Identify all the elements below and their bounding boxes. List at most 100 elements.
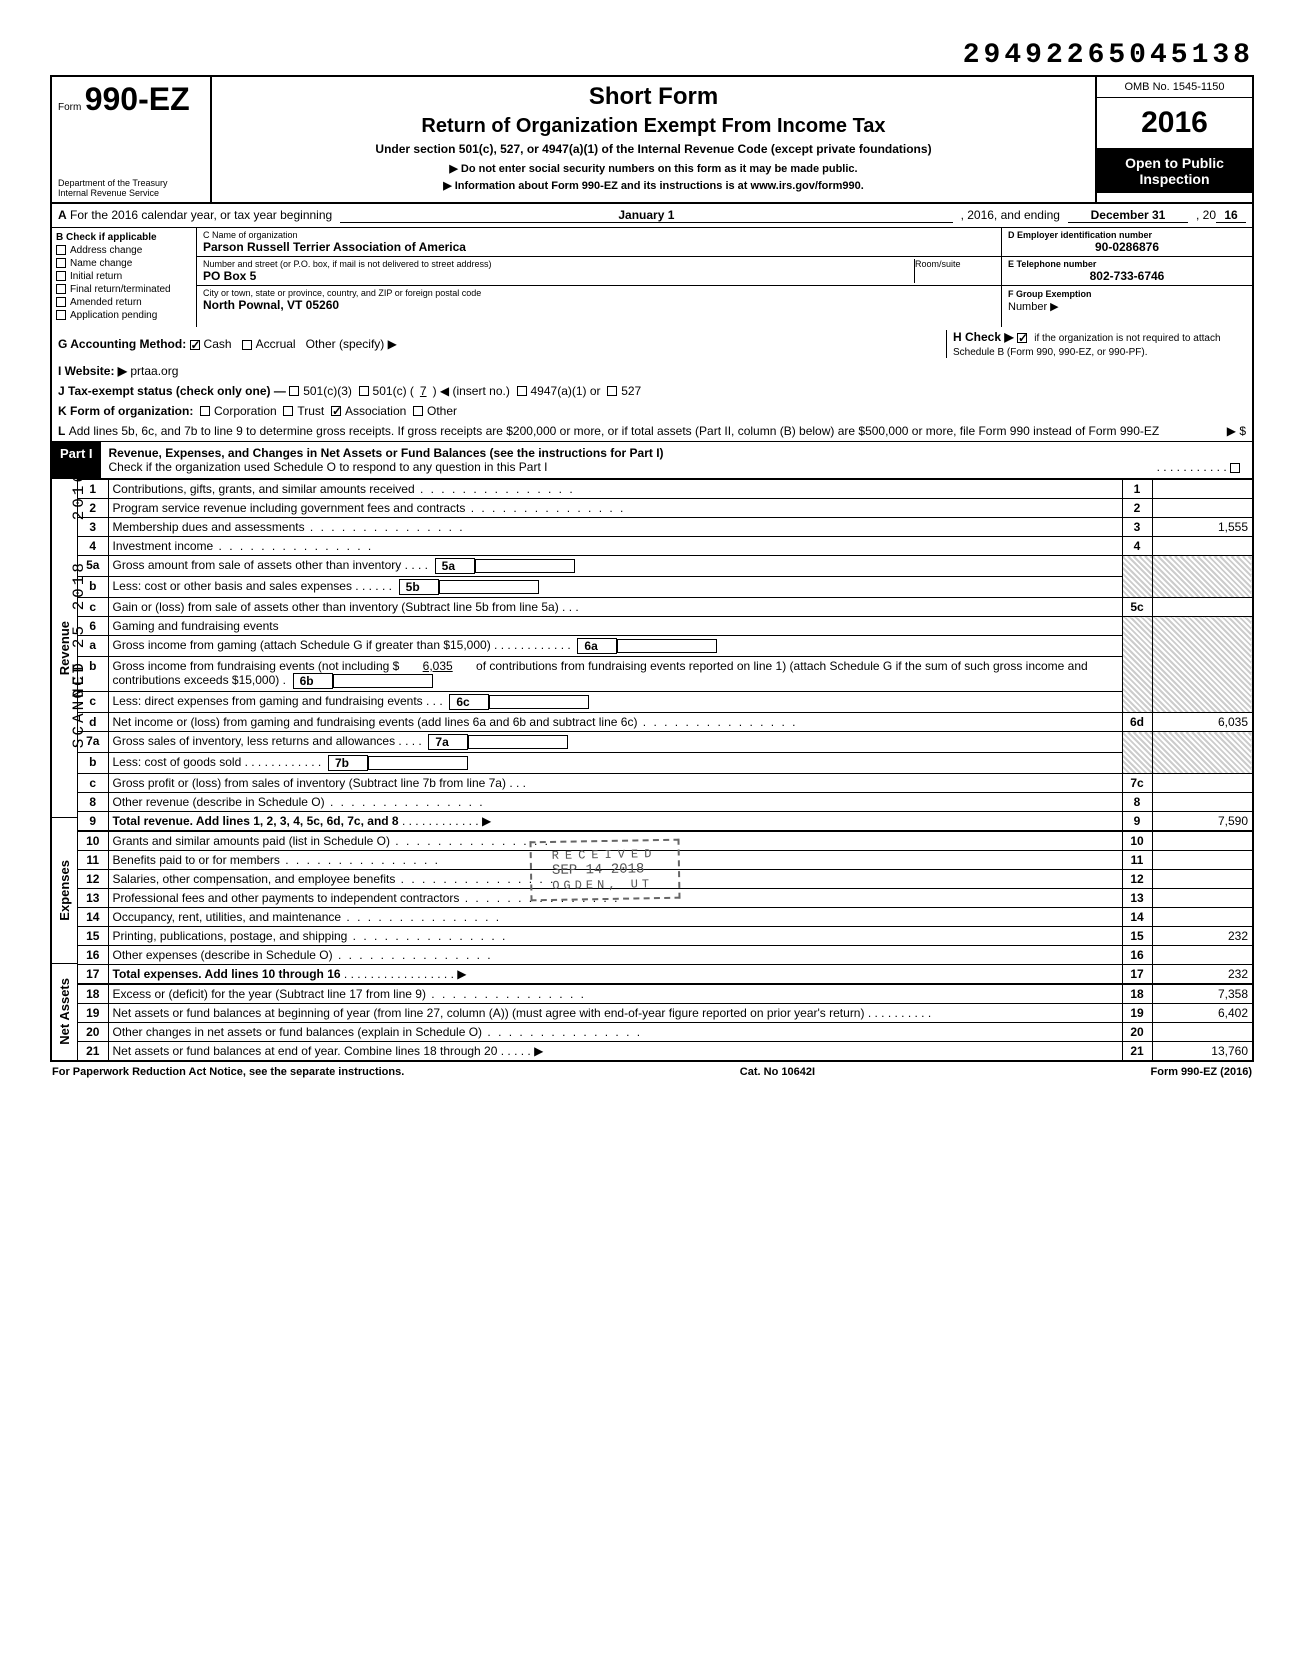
chk-address[interactable] [56,245,66,255]
line-6: 6Gaming and fundraising events [78,617,1252,636]
lbl-corp: Corporation [214,404,277,418]
lbl-other-method: Other (specify) ▶ [306,337,397,351]
chk-cash[interactable] [190,340,200,350]
chk-501c3[interactable] [289,386,299,396]
rowg-label: G Accounting Method: [58,337,186,351]
rowh-label: H Check ▶ [953,330,1014,344]
received-stamp: RECEIVED SEP 14 2018 OGDEN, UT [529,839,680,902]
chk-4947[interactable] [517,386,527,396]
footer-left: For Paperwork Reduction Act Notice, see … [52,1066,404,1078]
chk-other-org[interactable] [413,406,423,416]
open-public-badge: Open to Public Inspection [1097,149,1252,193]
row-l: L Add lines 5b, 6c, and 7b to line 9 to … [50,421,1254,442]
row-a-mid: , 2016, and ending [961,208,1060,223]
row-a-label: A [58,208,67,223]
line-5a: 5aGross amount from sale of assets other… [78,556,1252,577]
row-j: J Tax-exempt status (check only one) — 5… [50,381,1254,401]
chk-accrual[interactable] [242,340,252,350]
lbl-name: Name change [70,258,132,269]
chk-501c[interactable] [359,386,369,396]
rowl-label: L [58,424,65,438]
lbl-initial: Initial return [70,271,122,282]
main-table: Revenue Expenses Net Assets 1Contributio… [50,479,1254,1062]
part1-title: Revenue, Expenses, and Changes in Net As… [109,446,664,460]
return-title: Return of Organization Exempt From Incom… [222,115,1085,138]
form-prefix: Form [58,102,81,113]
chk-part1-schedo[interactable] [1230,463,1240,473]
lbl-trust: Trust [297,404,324,418]
rowi-label: I Website: ▶ [58,364,127,378]
section-revenue: Revenue [55,617,74,679]
line-9: 9Total revenue. Add lines 1, 2, 3, 4, 5c… [78,812,1252,832]
chk-corp[interactable] [200,406,210,416]
line-1: 1Contributions, gifts, grants, and simil… [78,480,1252,499]
year-end-month: December 31 [1068,208,1188,223]
chk-amended[interactable] [56,297,66,307]
line-2: 2Program service revenue including gover… [78,499,1252,518]
line-14: 14Occupancy, rent, utilities, and mainte… [78,908,1252,927]
footer: For Paperwork Reduction Act Notice, see … [50,1062,1254,1082]
under-section: Under section 501(c), 527, or 4947(a)(1)… [222,142,1085,156]
line-4: 4Investment income4 [78,537,1252,556]
group-label: F Group Exemption [1008,289,1092,299]
line-16: 16Other expenses (describe in Schedule O… [78,946,1252,965]
website-val: prtaa.org [130,364,178,378]
lbl-501c3: 501(c)(3) [303,384,352,398]
ssn-warning: ▶ Do not enter social security numbers o… [222,162,1085,175]
chk-527[interactable] [607,386,617,396]
lbl-4947: 4947(a)(1) or [531,384,601,398]
short-form-title: Short Form [222,83,1085,111]
line-3: 3Membership dues and assessments31,555 [78,518,1252,537]
row-a-text: For the 2016 calendar year, or tax year … [70,208,332,223]
row-k: K Form of organization: Corporation Trus… [50,401,1254,421]
row-i: I Website: ▶ prtaa.org [50,361,1254,381]
section-expenses: Expenses [55,856,74,925]
dept-label: Department of the Treasury [58,178,204,188]
tax-year: 20201616 [1097,98,1252,149]
line-7c: cGross profit or (loss) from sales of in… [78,774,1252,793]
chk-trust[interactable] [283,406,293,416]
tel-label: E Telephone number [1008,259,1246,269]
lbl-527: 527 [621,384,641,398]
omb-number: OMB No. 1545-1150 [1097,77,1252,98]
ein-label: D Employer identification number [1008,230,1246,240]
lbl-amended: Amended return [70,297,142,308]
year-stamp: 2016 [70,470,88,520]
street-val: PO Box 5 [203,269,914,283]
chk-name[interactable] [56,258,66,268]
ein-val: 90-0286876 [1008,240,1246,254]
chk-schedb[interactable] [1017,333,1027,343]
rowl-arrow: ▶ $ [1227,424,1246,438]
section-bcd: B Check if applicable Address change Nam… [50,228,1254,327]
footer-right: Form 990-EZ (2016) [1151,1066,1252,1078]
line-5c: cGain or (loss) from sale of assets othe… [78,598,1252,617]
lbl-501c-close: ) ◀ (insert no.) [433,384,510,398]
room-label: Room/suite [915,259,995,269]
chk-assoc[interactable] [331,406,341,416]
form-header: Form 990-EZ Department of the Treasury I… [50,75,1254,204]
line-7b: bLess: cost of goods sold . . . . . . . … [78,753,1252,774]
tel-val: 802-733-6746 [1008,269,1246,283]
chk-final[interactable] [56,284,66,294]
line-15: 15Printing, publications, postage, and s… [78,927,1252,946]
line-6a: aGross income from gaming (attach Schedu… [78,636,1252,657]
chk-initial[interactable] [56,271,66,281]
document-number: 29492265045138 [50,40,1254,71]
street-label: Number and street (or P.O. box, if mail … [203,259,914,269]
row-g-h: G Accounting Method: Cash Accrual Other … [50,327,1254,361]
lbl-final: Final return/terminated [70,284,171,295]
row-a: A For the 2016 calendar year, or tax yea… [50,204,1254,228]
lbl-pending: Application pending [70,310,157,321]
rowl-text: Add lines 5b, 6c, and 7b to line 9 to de… [69,424,1227,438]
city-label: City or town, state or province, country… [203,288,995,298]
lbl-cash: Cash [204,337,232,351]
chk-pending[interactable] [56,310,66,320]
line-5b: bLess: cost or other basis and sales exp… [78,577,1252,598]
line-21: 21Net assets or fund balances at end of … [78,1042,1252,1061]
line-18: 18Excess or (deficit) for the year (Subt… [78,984,1252,1004]
line-8: 8Other revenue (describe in Schedule O)8 [78,793,1252,812]
section-netassets: Net Assets [55,974,74,1049]
irs-label: Internal Revenue Service [58,188,204,198]
line-19: 19Net assets or fund balances at beginni… [78,1004,1252,1023]
rowj-label: J Tax-exempt status (check only one) — [58,384,286,398]
